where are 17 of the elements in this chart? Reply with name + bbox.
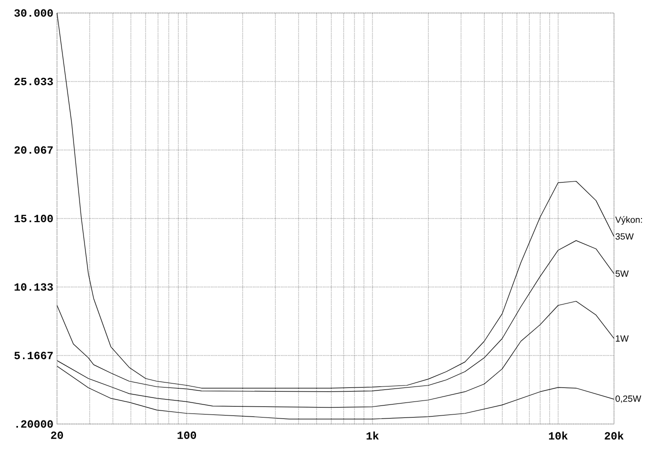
y-tick-label: 25.033 <box>14 78 53 86</box>
x-tick-label: 1k <box>366 432 379 440</box>
y-tick-label: 10.133 <box>14 283 53 291</box>
series-label: 0,25W <box>616 395 642 403</box>
x-tick-label: 100 <box>178 432 196 439</box>
y-tick-label: .20000 <box>16 420 53 428</box>
y-tick-label: 5.1667 <box>14 352 53 360</box>
y-tick-label: 20.067 <box>14 146 53 154</box>
x-tick-label: 20 <box>51 432 63 439</box>
legend-title: Výkon: <box>615 216 642 225</box>
y-tick-label: 15.100 <box>14 214 53 222</box>
x-tick-label: 10k <box>548 432 568 440</box>
x-tick-label: 20k <box>604 432 624 440</box>
series-label: 1W <box>616 335 629 342</box>
y-tick-label: 30.000 <box>14 9 53 17</box>
series-label: 5W <box>616 270 629 277</box>
series-label: 35W <box>616 233 634 240</box>
